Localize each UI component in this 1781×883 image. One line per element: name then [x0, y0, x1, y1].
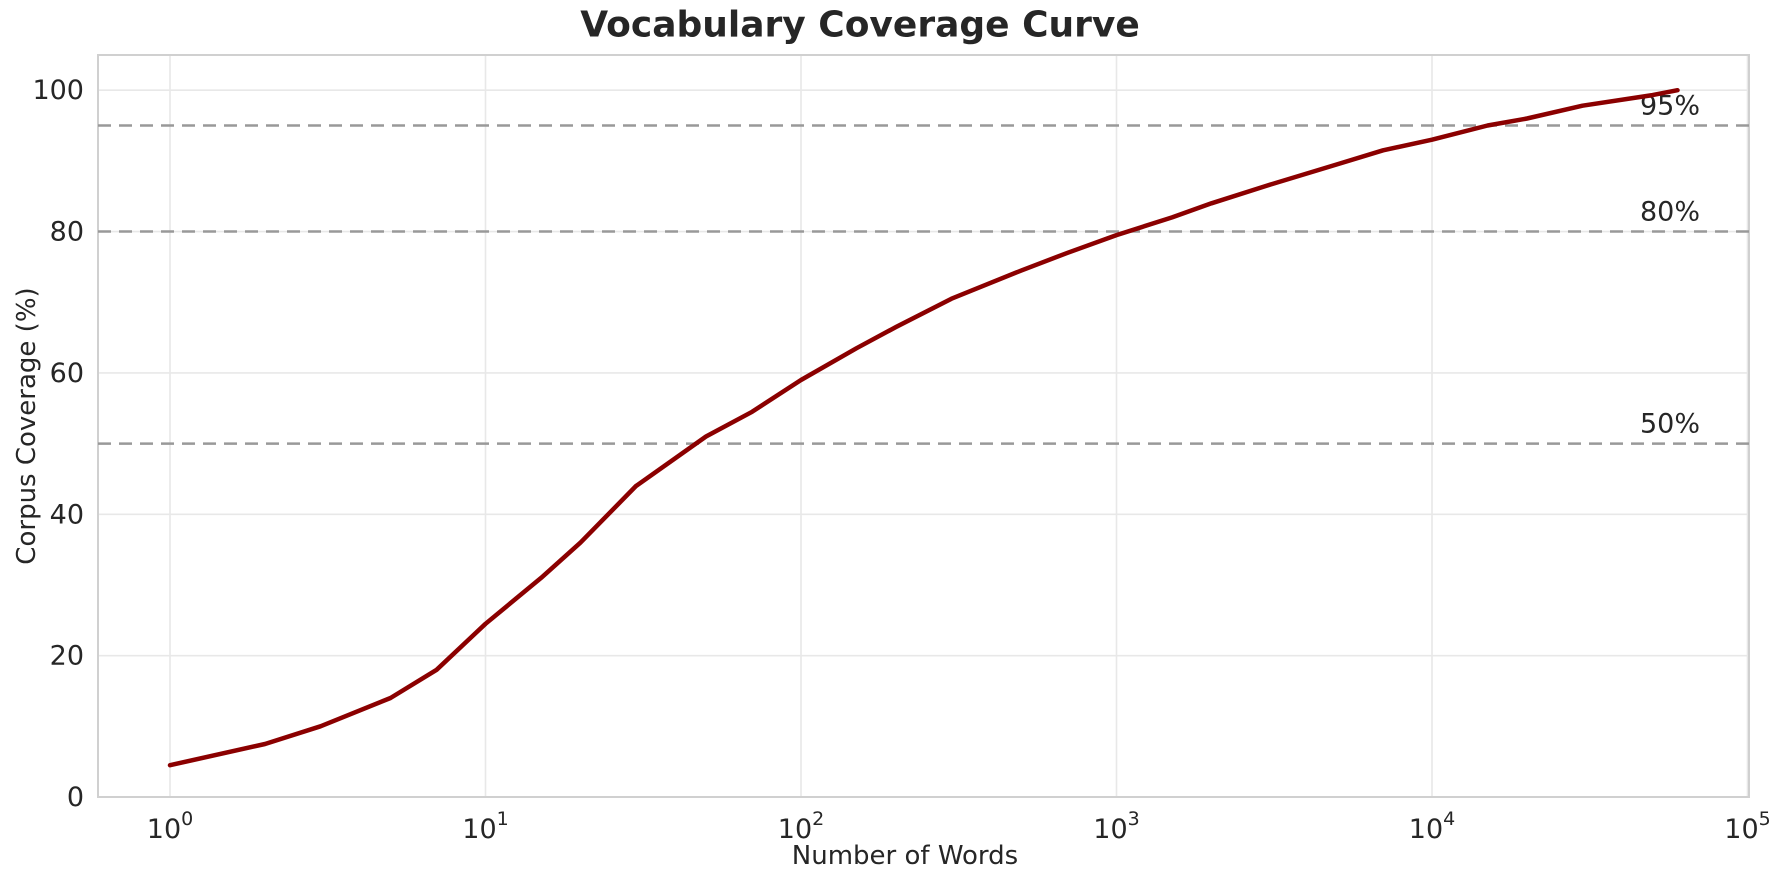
x-axis-label: Number of Words — [791, 841, 1019, 871]
y-tick-label: 80 — [50, 217, 84, 248]
x-tick-label: 100 — [147, 808, 193, 845]
y-tick-label: 20 — [50, 641, 84, 672]
y-tick-label: 0 — [67, 782, 84, 813]
y-tick-label: 60 — [50, 358, 84, 389]
chart-title: Vocabulary Coverage Curve — [580, 4, 1140, 46]
x-tick-label: 101 — [462, 808, 508, 845]
y-axis-label: Corpus Coverage (%) — [12, 287, 42, 565]
threshold-label: 50% — [1640, 409, 1700, 440]
plot-border — [97, 54, 1750, 798]
y-tick-label: 100 — [32, 75, 84, 106]
threshold-label: 80% — [1640, 197, 1700, 228]
y-tick-label: 40 — [50, 499, 84, 530]
x-tick-label: 103 — [1093, 808, 1139, 845]
x-tick-label: 105 — [1724, 808, 1770, 845]
coverage-curve — [167, 87, 1680, 768]
x-tick-label: 104 — [1409, 808, 1455, 845]
x-tick-label: 102 — [778, 808, 824, 845]
